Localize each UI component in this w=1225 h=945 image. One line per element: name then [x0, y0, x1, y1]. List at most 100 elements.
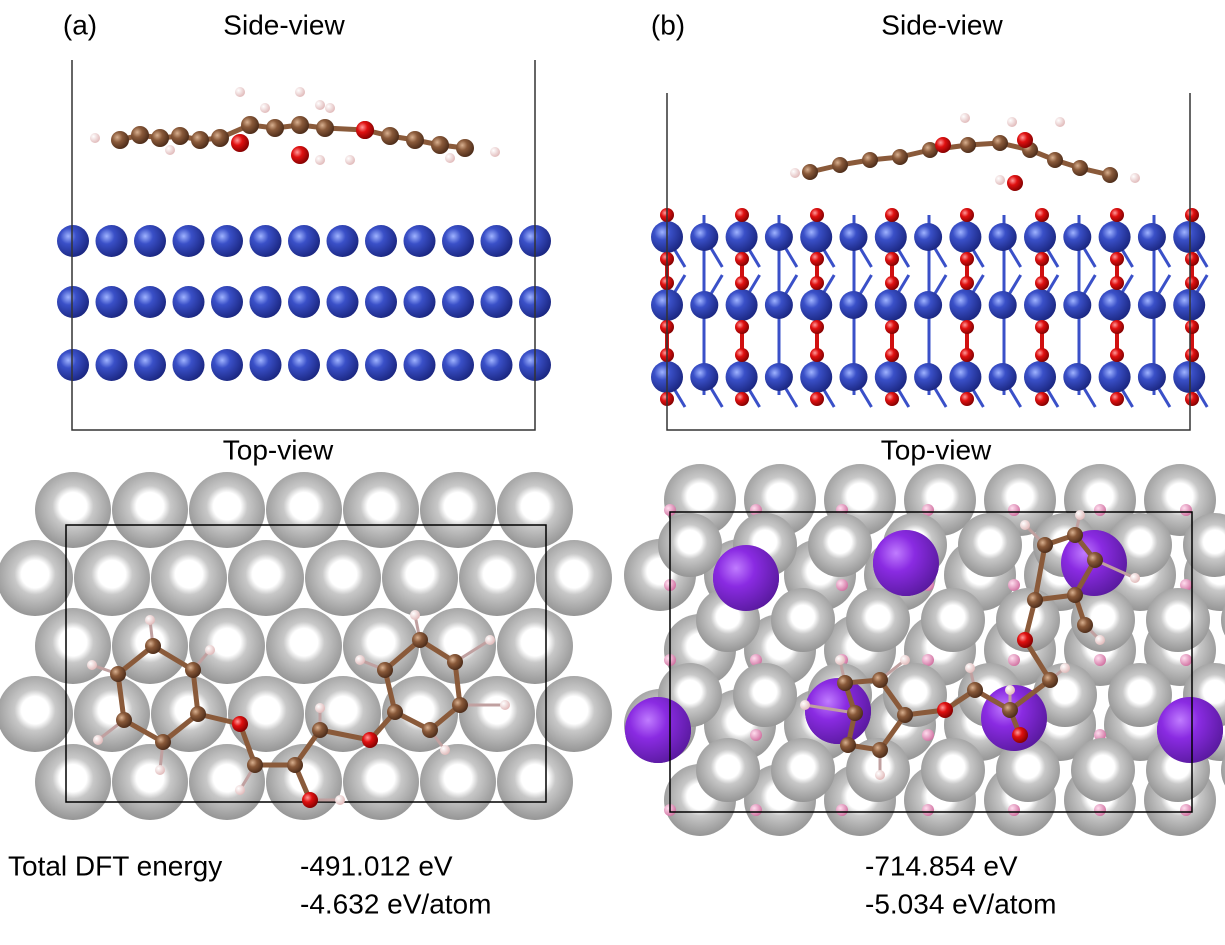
surface-atom — [74, 676, 150, 752]
surface-atom — [696, 738, 760, 802]
hydrogen-atom — [315, 155, 325, 165]
carbon-atom — [316, 119, 334, 137]
metal-atom — [365, 225, 397, 257]
oxygen-atom — [291, 146, 309, 164]
metal-atom — [173, 225, 205, 257]
metal-atom — [250, 225, 282, 257]
oxygen-atom — [1110, 276, 1124, 290]
oxygen-atom — [1035, 276, 1049, 290]
carbon-atom — [452, 697, 468, 713]
hydrogen-atom — [900, 655, 910, 665]
oxygen-atom — [810, 252, 824, 266]
carbon-atom — [1037, 537, 1053, 553]
carbon-atom — [241, 116, 259, 134]
hydrogen-atom — [155, 765, 165, 775]
dopant-atom — [873, 530, 939, 596]
surface-atom — [497, 608, 573, 684]
metal-atom — [690, 363, 718, 391]
panel-label: (a) — [63, 9, 97, 40]
hydrogen-site — [1094, 654, 1106, 666]
oxygen-atom — [362, 732, 378, 748]
carbon-atom — [847, 705, 863, 721]
hydrogen-atom — [90, 133, 100, 143]
oxygen-atom — [1185, 392, 1199, 406]
view-title: Side-view — [881, 9, 1003, 40]
carbon-atom — [967, 682, 983, 698]
metal-atom — [1024, 289, 1056, 321]
oxygen-atom — [735, 276, 749, 290]
surface-atom — [382, 540, 458, 616]
oxygen-atom — [810, 392, 824, 406]
oxygen-atom — [1007, 175, 1023, 191]
carbon-atom — [1102, 167, 1118, 183]
hydrogen-atom — [93, 735, 103, 745]
metal-atom — [96, 286, 128, 318]
metal-atom — [989, 363, 1017, 391]
carbon-atom — [1027, 592, 1043, 608]
metal-atom — [726, 361, 758, 393]
metal-atom — [442, 349, 474, 381]
metal-atom — [365, 349, 397, 381]
metal-atom — [1063, 363, 1091, 391]
carbon-atom — [862, 152, 878, 168]
metal-atom — [1024, 361, 1056, 393]
metal-atom — [989, 223, 1017, 251]
metal-atom — [327, 225, 359, 257]
view-title: Top-view — [223, 434, 334, 465]
metal-atom — [365, 286, 397, 318]
metal-atom — [875, 361, 907, 393]
hydrogen-atom — [410, 610, 420, 620]
metal-atom — [726, 289, 758, 321]
metal-atom — [134, 225, 166, 257]
hydrogen-atom — [145, 615, 155, 625]
surface-atom — [1071, 738, 1135, 802]
metal-atom — [288, 225, 320, 257]
view-title: Top-view — [881, 434, 992, 465]
hydrogen-atom — [790, 168, 800, 178]
surface-atom — [846, 588, 910, 652]
oxygen-atom — [1035, 320, 1049, 334]
metal-atom — [1063, 223, 1091, 251]
surface-atom — [536, 676, 612, 752]
total-energy: -714.854 eV — [865, 850, 1018, 881]
hydrogen-site — [1008, 654, 1020, 666]
oxygen-atom — [1035, 392, 1049, 406]
hydrogen-site — [1094, 504, 1106, 516]
metal-atom — [96, 349, 128, 381]
surface-atom — [497, 472, 573, 548]
surface-atom — [343, 472, 419, 548]
carbon-atom — [131, 126, 149, 144]
surface-atom — [266, 472, 342, 548]
carbon-atom — [291, 116, 309, 134]
metal-atom — [1173, 221, 1205, 253]
hydrogen-site — [922, 504, 934, 516]
hydrogen-atom — [835, 655, 845, 665]
carbon-atom — [840, 737, 856, 753]
metal-atom — [840, 223, 868, 251]
hydrogen-atom — [315, 100, 325, 110]
dopant-atom — [713, 545, 779, 611]
hydrogen-atom — [1060, 663, 1070, 673]
carbon-atom — [287, 757, 303, 773]
carbon-atom — [992, 135, 1008, 151]
hydrogen-site — [922, 729, 934, 741]
hydrogen-atom — [1130, 573, 1140, 583]
oxygen-atom — [885, 252, 899, 266]
metal-atom — [481, 286, 513, 318]
oxygen-atom — [1185, 320, 1199, 334]
metal-atom — [1063, 291, 1091, 319]
carbon-atom — [1077, 617, 1093, 633]
dopant-atom — [625, 697, 691, 763]
oxygen-atom — [810, 208, 824, 222]
hydrogen-site — [750, 729, 762, 741]
hydrogen-atom — [500, 700, 510, 710]
metal-atom — [211, 286, 243, 318]
oxygen-atom — [810, 276, 824, 290]
metal-atom — [726, 221, 758, 253]
hydrogen-atom — [1055, 117, 1065, 127]
metal-atom — [914, 291, 942, 319]
hydrogen-atom — [205, 645, 215, 655]
carbon-atom — [266, 119, 284, 137]
metal-atom — [1138, 363, 1166, 391]
oxygen-atom — [1110, 392, 1124, 406]
